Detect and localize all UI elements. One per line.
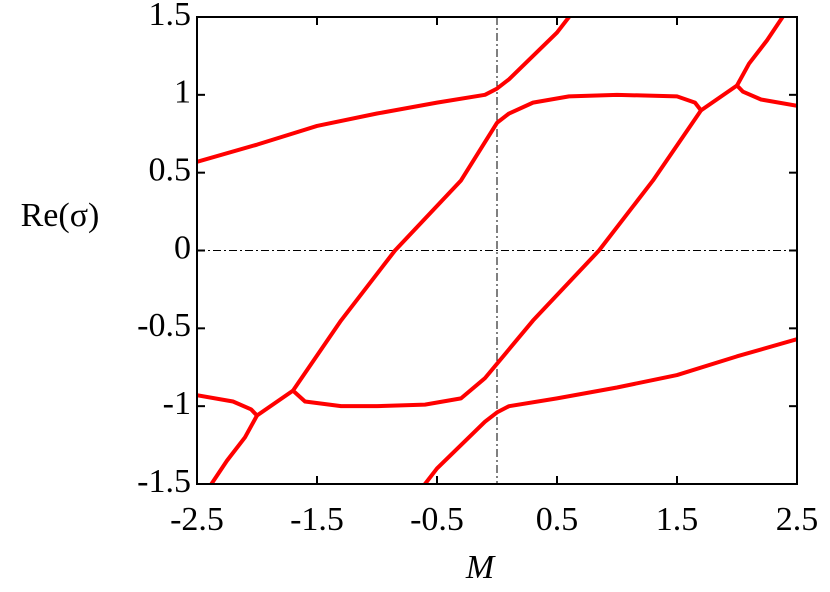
curve (291, 92, 703, 409)
x-tick-label: -1.5 (290, 501, 344, 538)
y-tick-label: 0 (174, 229, 191, 266)
x-axis-label: M (465, 549, 496, 586)
x-tick-label: 2.5 (776, 501, 819, 538)
x-tick-label: -0.5 (410, 501, 464, 538)
y-tick-label: -1.5 (137, 463, 191, 500)
curve (735, 17, 785, 88)
y-axis-label: Re(σ) (21, 197, 100, 234)
curve (197, 17, 571, 164)
curve (197, 388, 295, 418)
curve (209, 413, 259, 484)
x-tick-label: 0.5 (536, 501, 579, 538)
x-tick-label: 1.5 (656, 501, 699, 538)
y-tick-label: -0.5 (137, 307, 191, 344)
curve (699, 83, 797, 113)
x-tick-label: -2.5 (170, 501, 224, 538)
y-tick-label: -1 (163, 385, 191, 422)
y-tick-label: 1.5 (149, 0, 192, 33)
y-tick-label: 1 (174, 74, 191, 111)
y-tick-label: 0.5 (149, 151, 192, 188)
curve (423, 337, 797, 484)
